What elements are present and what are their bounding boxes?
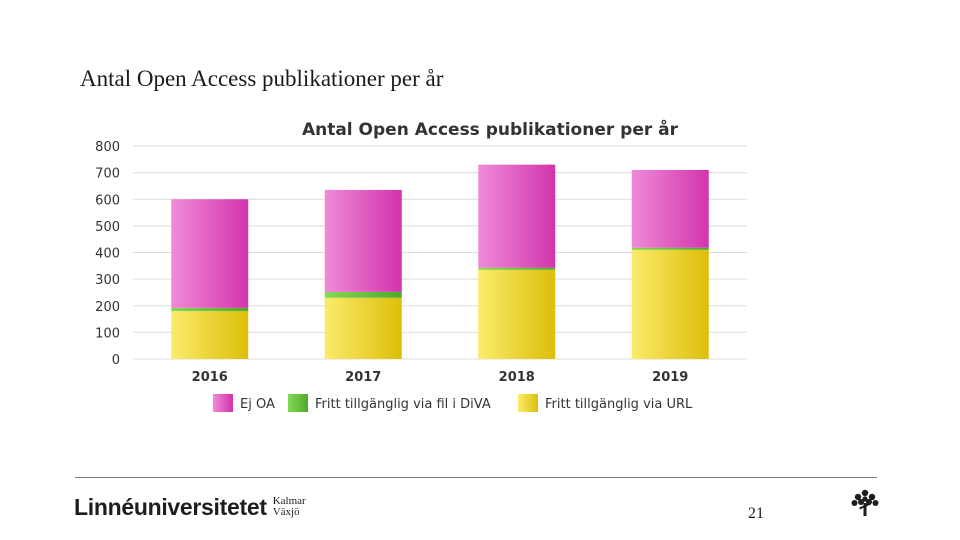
- bar-diva-2018: [478, 267, 556, 270]
- bars: [171, 164, 709, 359]
- y-tick-label: 800: [95, 140, 120, 155]
- x-axis-ticks: 2016 2017 2018 2019: [192, 370, 689, 385]
- y-tick-label: 300: [95, 273, 120, 288]
- brand-name: Linnéuniversitetet: [74, 493, 267, 520]
- bar-url-2017: [324, 297, 402, 359]
- legend-label: Fritt tillgänglig via fil i DiVA: [315, 397, 491, 412]
- legend-swatch: [288, 394, 308, 412]
- y-tick-label: 400: [95, 247, 120, 262]
- bar-url-2019: [631, 249, 709, 359]
- legend-swatch: [518, 394, 538, 412]
- legend: Ej OA Fritt tillgänglig via fil i DiVA Fri…: [213, 394, 693, 412]
- legend-swatch: [213, 394, 233, 412]
- y-tick-label: 700: [95, 167, 120, 182]
- brand-city-vaxjo: Växjö: [272, 506, 300, 518]
- x-tick-label: 2016: [192, 370, 228, 385]
- x-tick-label: 2018: [499, 370, 535, 385]
- bar-ej_oa-2016: [171, 199, 249, 308]
- bar-diva-2019: [631, 247, 709, 250]
- footer-divider: [75, 477, 877, 478]
- legend-label: Ej OA: [240, 397, 275, 412]
- y-tick-label: 500: [95, 220, 120, 235]
- y-axis-ticks: 0 100 200 300 400 500 600 700 800: [95, 140, 120, 368]
- tree-logo-icon: [851, 489, 879, 516]
- bar-url-2018: [478, 269, 556, 359]
- y-tick-label: 100: [95, 326, 120, 341]
- brand-city-kalmar: Kalmar: [272, 495, 306, 507]
- chart-title: Antal Open Access publikationer per år: [302, 118, 679, 140]
- page-number: 21: [748, 505, 764, 522]
- bar-diva-2017: [324, 291, 402, 298]
- legend-label: Fritt tillgänglig via URL: [545, 397, 693, 412]
- slide-title: Antal Open Access publikationer per år: [80, 66, 444, 91]
- bar-url-2016: [171, 311, 249, 359]
- bar-diva-2016: [171, 307, 249, 312]
- bar-ej_oa-2019: [631, 169, 709, 248]
- university-logo: Linnéuniversitetet Kalmar Växjö: [74, 490, 306, 524]
- bar-ej_oa-2018: [478, 164, 556, 268]
- y-tick-label: 0: [112, 353, 120, 368]
- y-tick-label: 600: [95, 193, 120, 208]
- x-tick-label: 2017: [345, 370, 381, 385]
- y-tick-label: 200: [95, 300, 120, 315]
- brand-cities: Kalmar Växjö: [273, 496, 306, 518]
- open-access-chart: Antal Open Access publikationer per år 0…: [95, 118, 747, 412]
- x-tick-label: 2019: [652, 370, 688, 385]
- bar-ej_oa-2017: [324, 189, 402, 292]
